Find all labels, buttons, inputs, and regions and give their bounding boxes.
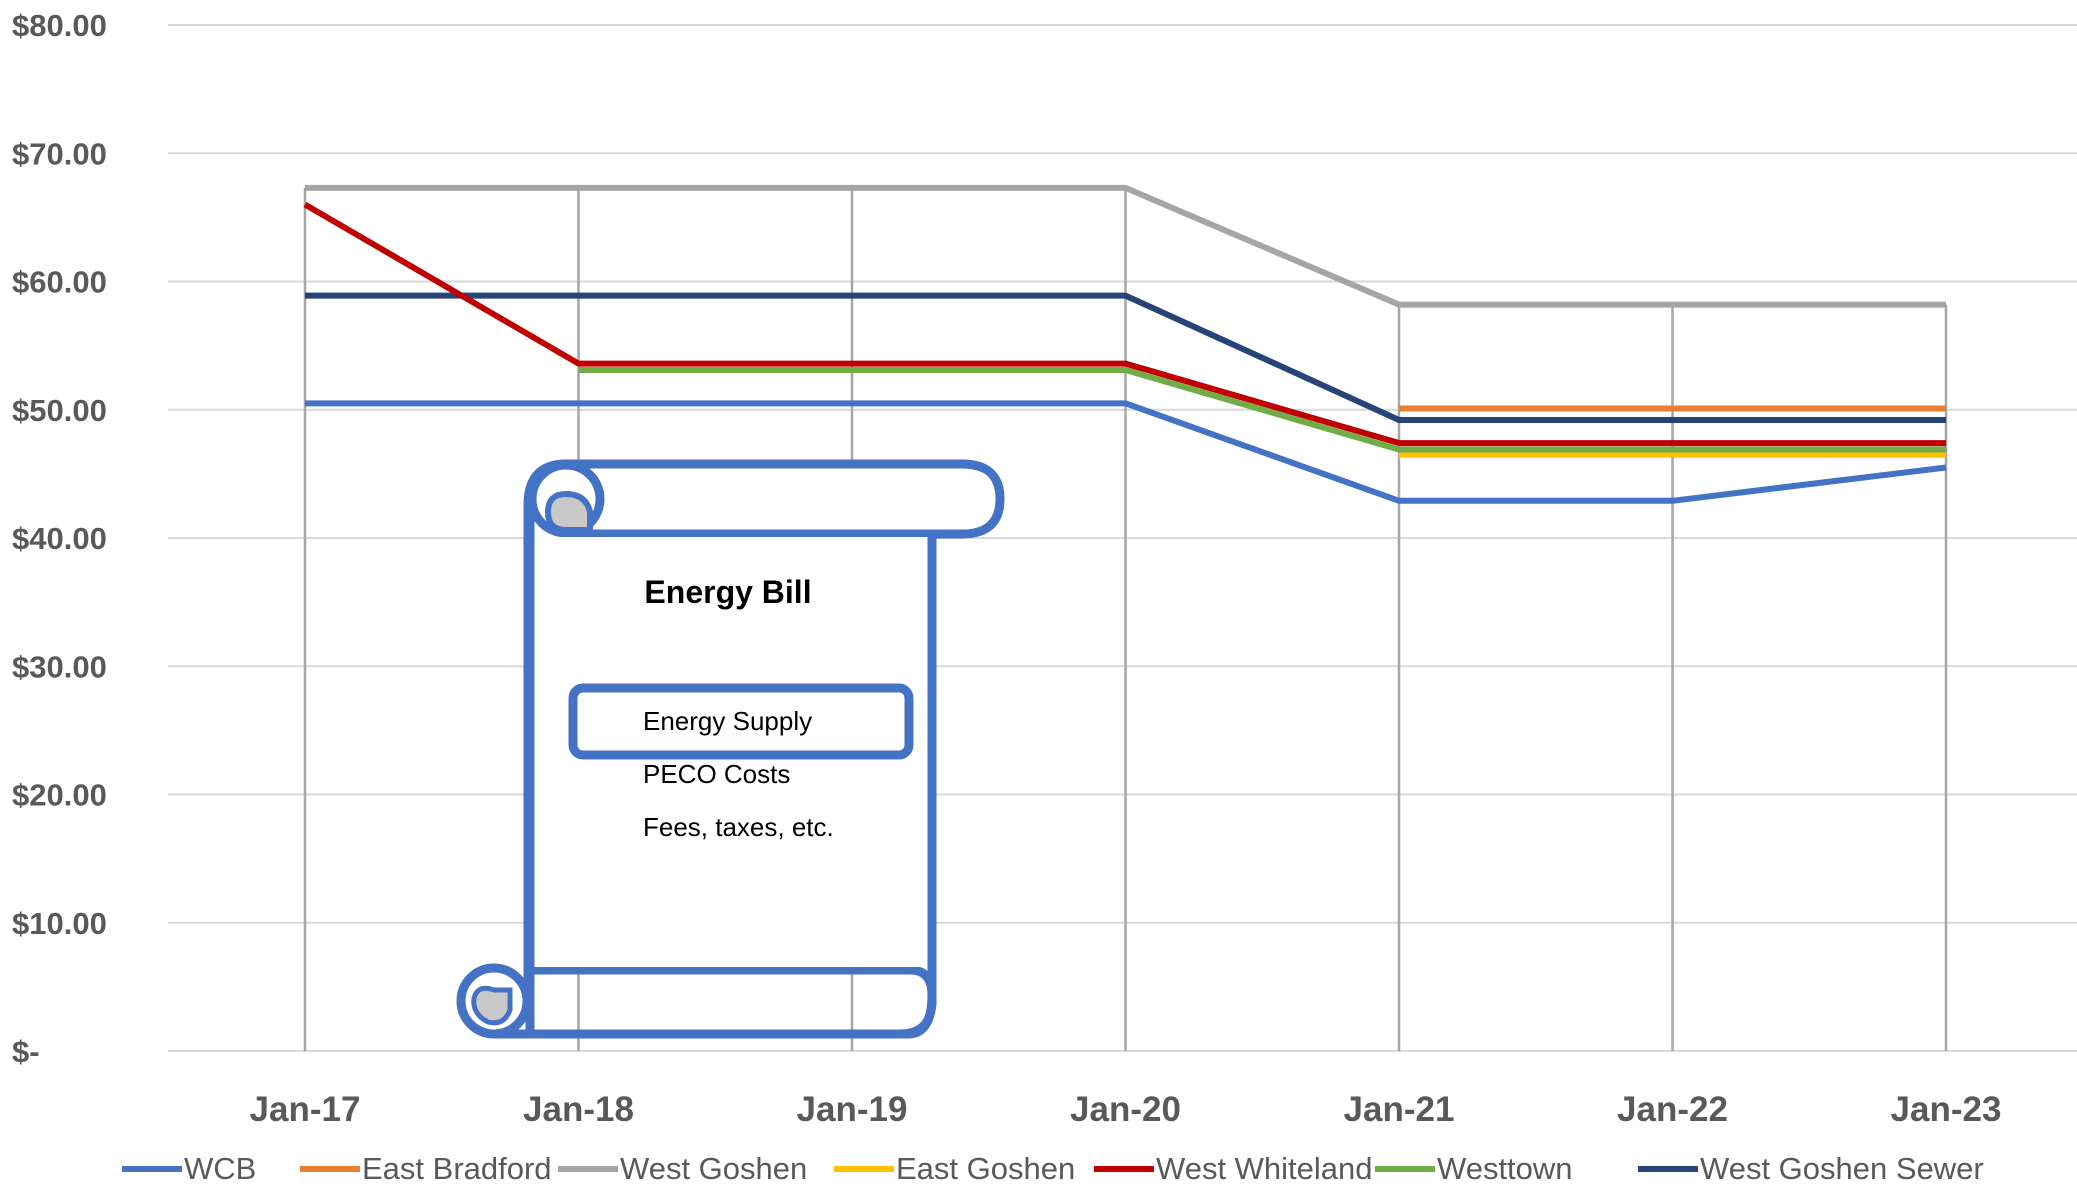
- scroll-item-fees-taxes: Fees, taxes, etc.: [643, 812, 834, 842]
- energy-supply-highlight-box: [568, 683, 914, 760]
- x-tick-label: Jan-20: [1070, 1090, 1181, 1129]
- vertical-gridlines: [303, 187, 1948, 1051]
- series-lines: [303, 184, 1947, 504]
- y-tick-label: $10.00: [12, 906, 107, 941]
- legend-label-east-bradford: East Bradford: [362, 1151, 552, 1186]
- legend: WCB East Bradford West Goshen East Goshen We…: [122, 1151, 1984, 1186]
- y-tick-label: $80.00: [12, 8, 107, 43]
- y-tick-label: $60.00: [12, 265, 107, 300]
- legend-label-east-goshen: East Goshen: [896, 1151, 1075, 1186]
- y-tick-label: $-: [12, 1034, 40, 1069]
- series-line-wcb: [305, 400, 1947, 504]
- scroll-top-curl-fill: [544, 490, 593, 533]
- scroll-title: Energy Bill: [644, 574, 811, 610]
- scroll-item-peco-costs: PECO Costs: [643, 759, 790, 789]
- legend-label-wcb: WCB: [184, 1151, 256, 1186]
- x-axis-tick-labels: Jan-17 Jan-18 Jan-19 Jan-20 Jan-21 Jan-22 Jan-…: [250, 1090, 2002, 1129]
- series-line-westtown: [578, 366, 1946, 453]
- legend-label-west-goshen: West Goshen: [620, 1151, 807, 1186]
- series-line-west-goshen: [305, 184, 1946, 308]
- x-tick-label: Jan-22: [1617, 1090, 1728, 1129]
- x-tick-label: Jan-21: [1344, 1090, 1455, 1129]
- x-tick-label: Jan-17: [250, 1090, 361, 1129]
- legend-label-west-goshen-sewer: West Goshen Sewer: [1700, 1151, 1984, 1186]
- energy-bill-scroll-callout: Energy Bill Energy Supply PECO Costs Fee…: [456, 459, 1005, 1039]
- y-axis-tick-labels: $- $10.00 $20.00 $30.00 $40.00 $50.00 $60.00 $7…: [12, 8, 107, 1069]
- y-tick-label: $40.00: [12, 521, 107, 556]
- legend-label-west-whiteland: West Whiteland: [1156, 1151, 1373, 1186]
- legend-label-westtown: Westtown: [1437, 1151, 1573, 1186]
- scroll-item-energy-supply: Energy Supply: [643, 706, 812, 736]
- y-tick-label: $20.00: [12, 778, 107, 813]
- series-line-west-whiteland: [303, 201, 1946, 447]
- scroll-bottom-curl-fill: [471, 985, 513, 1026]
- x-tick-label: Jan-23: [1891, 1090, 2002, 1129]
- scroll-bottom-right-corner: [899, 999, 937, 1039]
- series-line-west-goshen-sewer: [305, 292, 1946, 424]
- x-tick-label: Jan-18: [523, 1090, 634, 1129]
- y-tick-label: $70.00: [12, 136, 107, 171]
- horizontal-gridlines: [168, 24, 2077, 1052]
- x-tick-label: Jan-19: [797, 1090, 908, 1129]
- y-tick-label: $50.00: [12, 393, 107, 428]
- scroll-top-roll: [566, 459, 1005, 539]
- y-tick-label: $30.00: [12, 649, 107, 684]
